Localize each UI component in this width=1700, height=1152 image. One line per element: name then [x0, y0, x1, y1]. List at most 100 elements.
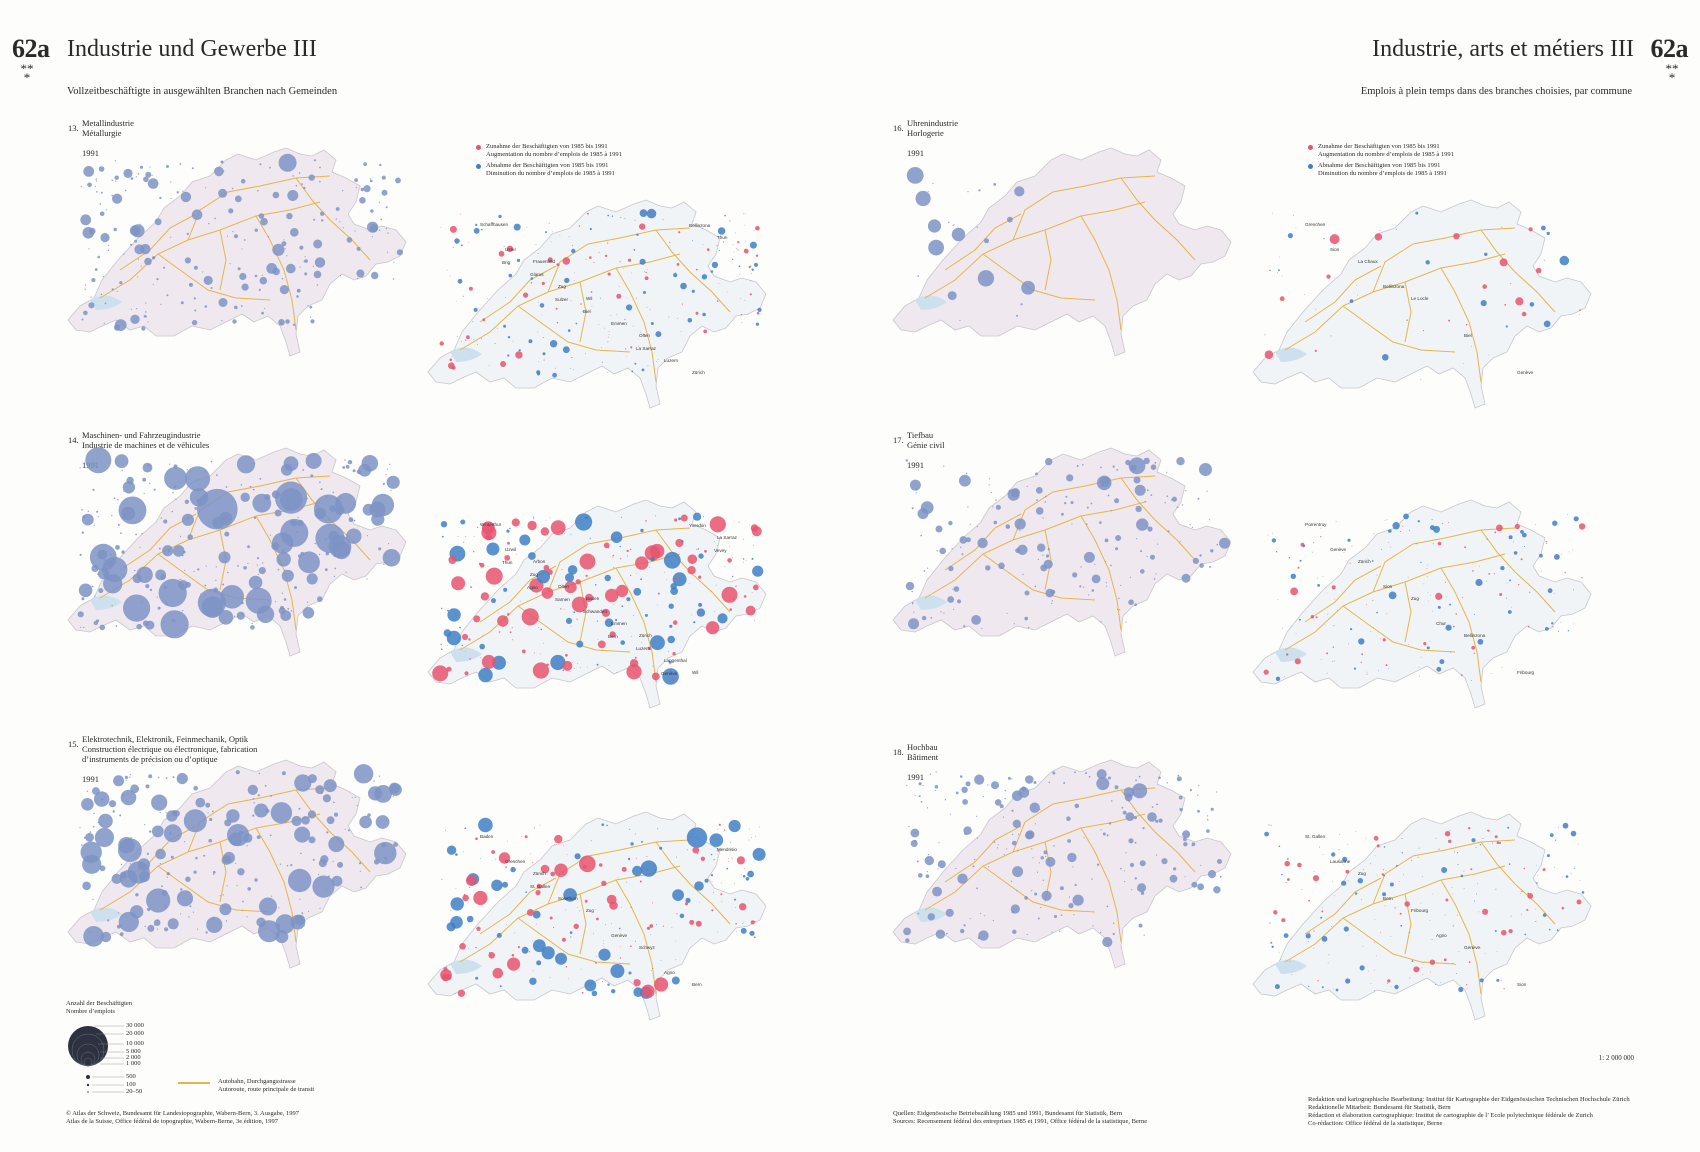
change-dot [619, 946, 621, 948]
road-line [1284, 553, 1506, 651]
change-dot [1482, 284, 1487, 289]
employment-dot [151, 825, 164, 838]
change-dot [574, 898, 576, 900]
employment-dot [134, 244, 145, 255]
increase-fr-right: Augmentation du nombre d’emplois de 1985… [1318, 151, 1454, 158]
change-dot [721, 586, 738, 603]
change-dot [452, 246, 454, 248]
employment-dot [187, 534, 193, 540]
employment-dot [1124, 881, 1126, 883]
change-dot [1493, 573, 1495, 575]
change-dot [537, 301, 539, 303]
change-dot [1548, 928, 1551, 931]
employment-dot [121, 550, 125, 554]
employment-dot [296, 531, 298, 534]
change-dot [473, 339, 475, 340]
lake-geneva [915, 595, 947, 610]
change-legend-left: Zunahme der Beschäftigten von 1985 bis 1… [476, 143, 706, 178]
change-dot [1524, 546, 1525, 547]
employment-dot [119, 814, 122, 817]
change-dot [732, 244, 734, 245]
change-dot [646, 926, 651, 930]
change-dot [1332, 646, 1335, 648]
employment-dot [1171, 496, 1177, 502]
employment-dot [83, 310, 88, 316]
change-dot [640, 528, 644, 533]
change-dot [1528, 910, 1530, 911]
change-dot [503, 245, 505, 247]
change-dot [736, 856, 745, 865]
employment-dot [170, 181, 172, 183]
change-dot [1282, 627, 1283, 629]
employment-dot [113, 775, 125, 787]
road-line [1080, 215, 1122, 331]
employment-dot [925, 874, 930, 878]
change-dot [1507, 610, 1512, 614]
change-dot [1373, 969, 1375, 971]
place-label: Schwyz [639, 945, 656, 950]
change-dot [630, 945, 632, 947]
change-dot [630, 842, 634, 846]
employment-dot [1018, 833, 1020, 835]
change-dot [1429, 594, 1431, 596]
panel-16-number: 16. [893, 123, 904, 133]
employment-dot [254, 228, 258, 232]
employment-dot [943, 465, 945, 467]
employment-dot [152, 256, 155, 259]
employment-dot [1064, 502, 1067, 505]
change-dot [1487, 829, 1489, 831]
change-dot [1345, 978, 1351, 984]
change-dot [1420, 561, 1422, 563]
place-label: Baden [480, 834, 494, 839]
place-label: Sarnen [555, 597, 570, 602]
change-dot [440, 648, 443, 650]
change-dot [1509, 579, 1512, 582]
change-dot [613, 603, 615, 605]
employment-dot [193, 870, 197, 874]
employment-dot [120, 789, 137, 806]
change-dot [655, 924, 657, 926]
change-dot [556, 322, 559, 324]
employment-dot [926, 807, 929, 809]
employment-dot [298, 807, 301, 810]
place-label: Olten [558, 584, 569, 589]
change-dot [541, 873, 543, 874]
employment-dot [224, 531, 230, 537]
change-dot [1562, 876, 1564, 878]
employment-dot [1011, 790, 1023, 802]
change-dot [721, 900, 723, 902]
employment-dot [965, 537, 971, 543]
employment-dot [254, 274, 258, 278]
change-dot [480, 858, 481, 859]
change-dot [534, 552, 536, 554]
change-dot [679, 913, 685, 919]
employment-dot [906, 784, 908, 787]
change-dot [621, 605, 624, 608]
change-dot [687, 554, 698, 564]
employment-dot [998, 562, 1005, 570]
employment-dot [1021, 280, 1035, 295]
employment-dot [389, 463, 391, 465]
change-dot [565, 909, 567, 911]
employment-dot [1025, 831, 1034, 840]
change-dot [564, 277, 570, 284]
employment-dot [1206, 829, 1210, 833]
employment-dot [123, 594, 151, 622]
employment-dot [360, 187, 364, 192]
panel-14-label: Maschinen- und Fahrzeugindustrie Industr… [82, 430, 210, 450]
place-label: Uster [505, 247, 516, 252]
change-dot [1382, 892, 1387, 897]
employment-dot [370, 179, 373, 183]
change-dot [675, 959, 677, 961]
employment-dot [94, 595, 96, 597]
change-dot [1546, 231, 1550, 236]
change-dot [1382, 638, 1386, 642]
panel-15-heading: 15. Elektrotechnik, Elektronik, Feinmech… [68, 734, 257, 784]
employment-dot [91, 585, 94, 588]
employment-dot [164, 905, 167, 908]
employment-dot [97, 821, 99, 824]
employment-dot [1217, 859, 1222, 864]
change-dot [552, 372, 557, 378]
employment-dot [388, 543, 390, 545]
panel-13-label: Metallindustrie Métallurgie [82, 118, 134, 138]
